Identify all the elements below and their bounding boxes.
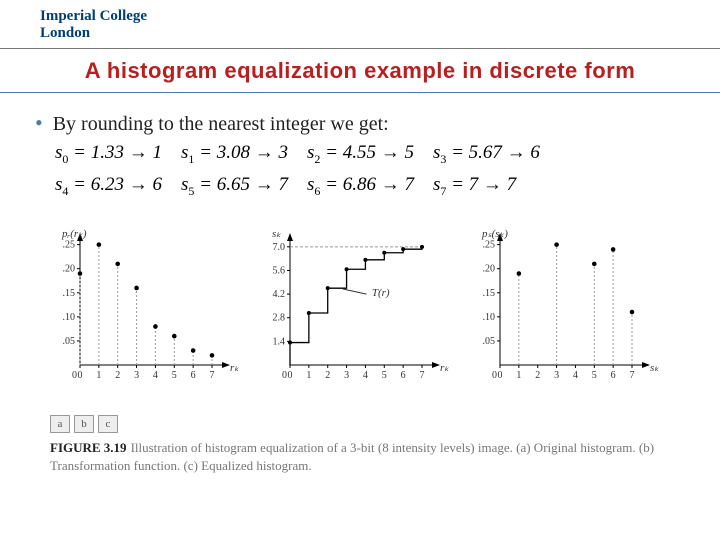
svg-text:5: 5 bbox=[382, 370, 387, 381]
svg-text:6: 6 bbox=[401, 370, 406, 381]
svg-text:0: 0 bbox=[288, 370, 293, 381]
svg-text:3: 3 bbox=[134, 370, 139, 381]
abc-a: a bbox=[50, 415, 70, 433]
svg-text:rₖ: rₖ bbox=[230, 362, 239, 374]
svg-text:.20: .20 bbox=[483, 264, 496, 275]
svg-text:.05: .05 bbox=[483, 336, 496, 347]
figure-svg: 01234567.05.10.15.20.25rₖpᵣ(rₖ)001234567… bbox=[50, 225, 670, 405]
svg-text:1.4: 1.4 bbox=[273, 336, 286, 347]
svg-text:.25: .25 bbox=[483, 240, 496, 251]
abc-b: b bbox=[74, 415, 94, 433]
svg-text:0: 0 bbox=[498, 370, 503, 381]
rule-under-title bbox=[0, 92, 720, 93]
figure-panel: 01234567.05.10.15.20.25rₖpᵣ(rₖ)001234567… bbox=[50, 225, 670, 405]
svg-text:5: 5 bbox=[592, 370, 597, 381]
abc-c: c bbox=[98, 415, 118, 433]
abc-boxes: a b c bbox=[50, 415, 670, 433]
logo-line2: London bbox=[40, 25, 147, 42]
equation-row-2: s4 = 6.23 → 6 s5 = 6.65 → 7 s6 = 6.86 → … bbox=[55, 172, 540, 204]
bullet-icon: • bbox=[35, 110, 43, 135]
svg-text:3: 3 bbox=[344, 370, 349, 381]
svg-text:4: 4 bbox=[363, 370, 368, 381]
svg-text:pₛ(sₖ): pₛ(sₖ) bbox=[481, 228, 508, 240]
rule-top bbox=[0, 48, 720, 49]
svg-text:0: 0 bbox=[492, 370, 497, 381]
svg-text:2: 2 bbox=[115, 370, 120, 381]
svg-text:5: 5 bbox=[172, 370, 177, 381]
svg-text:4: 4 bbox=[573, 370, 578, 381]
svg-text:sₖ: sₖ bbox=[650, 362, 659, 374]
caption-text: Illustration of histogram equalization o… bbox=[50, 440, 654, 473]
svg-text:.05: .05 bbox=[63, 336, 76, 347]
svg-text:pᵣ(rₖ): pᵣ(rₖ) bbox=[61, 228, 87, 240]
svg-text:7: 7 bbox=[630, 370, 635, 381]
svg-text:sₖ: sₖ bbox=[272, 228, 281, 240]
svg-text:0: 0 bbox=[282, 370, 287, 381]
svg-text:7.0: 7.0 bbox=[273, 242, 286, 253]
svg-text:1: 1 bbox=[516, 370, 521, 381]
svg-text:4: 4 bbox=[153, 370, 158, 381]
equation-row-1: s0 = 1.33 → 1 s1 = 3.08 → 3 s2 = 4.55 → … bbox=[55, 140, 540, 172]
svg-text:4.2: 4.2 bbox=[273, 289, 286, 300]
svg-text:.10: .10 bbox=[483, 312, 496, 323]
svg-text:T(r): T(r) bbox=[372, 287, 390, 299]
svg-text:2: 2 bbox=[325, 370, 330, 381]
lede: • By rounding to the nearest integer we g… bbox=[35, 110, 389, 136]
figure-label: FIGURE 3.19 bbox=[50, 440, 127, 455]
svg-text:7: 7 bbox=[420, 370, 425, 381]
svg-text:.20: .20 bbox=[63, 264, 76, 275]
svg-text:0: 0 bbox=[72, 370, 77, 381]
logo-line1: Imperial College bbox=[40, 8, 147, 25]
equations: s0 = 1.33 → 1 s1 = 3.08 → 3 s2 = 4.55 → … bbox=[55, 140, 540, 204]
figure-caption: a b c FIGURE 3.19 Illustration of histog… bbox=[50, 415, 670, 475]
svg-text:1: 1 bbox=[96, 370, 101, 381]
svg-text:.10: .10 bbox=[63, 312, 76, 323]
svg-text:5.6: 5.6 bbox=[273, 265, 286, 276]
svg-text:2: 2 bbox=[535, 370, 540, 381]
svg-text:rₖ: rₖ bbox=[440, 362, 449, 374]
svg-text:.25: .25 bbox=[63, 240, 76, 251]
svg-text:2.8: 2.8 bbox=[273, 313, 286, 324]
lede-text: By rounding to the nearest integer we ge… bbox=[53, 113, 389, 135]
svg-text:0: 0 bbox=[78, 370, 83, 381]
svg-text:6: 6 bbox=[611, 370, 616, 381]
page-title: A histogram equalization example in disc… bbox=[0, 58, 720, 84]
svg-text:1: 1 bbox=[306, 370, 311, 381]
svg-text:6: 6 bbox=[191, 370, 196, 381]
svg-text:7: 7 bbox=[210, 370, 215, 381]
svg-text:.15: .15 bbox=[63, 288, 76, 299]
svg-text:.15: .15 bbox=[483, 288, 496, 299]
logo: Imperial College London bbox=[40, 8, 147, 42]
svg-text:3: 3 bbox=[554, 370, 559, 381]
